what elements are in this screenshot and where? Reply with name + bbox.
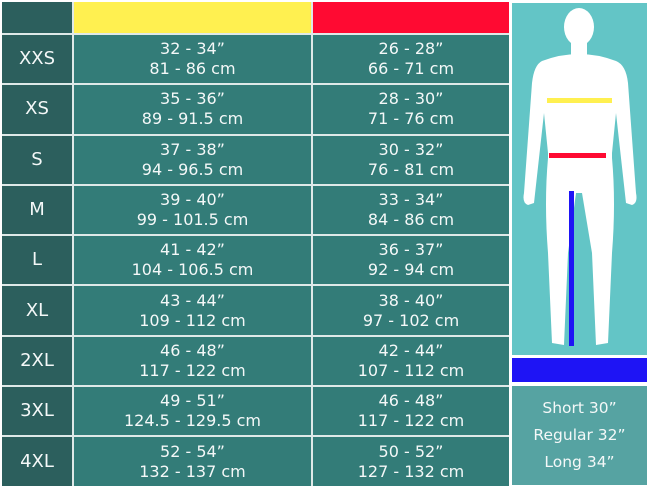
chest-in: 41 - 42” [160,240,225,260]
body-figure [512,3,647,355]
chest-cm: 132 - 137 cm [139,461,246,481]
waist-cell: 28 - 30” 71 - 76 cm [313,85,509,134]
size-label: M [2,185,72,235]
waist-cm: 92 - 94 cm [367,260,455,280]
header-corner [2,2,72,33]
waist-cm: 84 - 86 cm [367,210,455,230]
waist-in: 42 - 44” [378,340,444,360]
waist-in: 38 - 40” [378,290,444,310]
waist-cell: 26 - 28” 66 - 71 cm [313,35,509,84]
size-table: XXS 32 - 34” 81 - 86 cm 26 - 28” 66 - 71 cm X… [2,2,509,486]
waist-in: 33 - 34” [378,190,444,210]
chest-line [547,98,612,103]
chest-cm: 124.5 - 129.5 cm [123,411,262,431]
waist-cm: 76 - 81 cm [367,159,455,179]
waist-cm: 71 - 76 cm [367,109,455,129]
size-label: XS [2,85,72,134]
waist-cell: 36 - 37” 92 - 94 cm [313,236,509,285]
chest-in: 32 - 34” [160,39,225,59]
waist-cell: 42 - 44” 107 - 112 cm [313,336,509,386]
waist-in: 26 - 28” [378,39,444,59]
chest-cm: 94 - 96.5 cm [141,159,244,179]
waist-cell: 33 - 34” 84 - 86 cm [313,185,509,235]
human-silhouette-icon [523,8,637,346]
waist-in: 50 - 52” [378,441,444,461]
waist-color-header [313,2,509,33]
inseam-long: Long 34” [544,453,615,471]
inseam-lengths: Short 30” Regular 32” Long 34” [512,386,647,485]
chest-cm: 81 - 86 cm [149,59,236,79]
size-label: S [2,135,72,184]
chest-cell: 49 - 51” 124.5 - 129.5 cm [74,387,311,436]
waist-cm: 127 - 132 cm [357,461,465,481]
chest-cell: 32 - 34” 81 - 86 cm [74,35,311,84]
chest-in: 43 - 44” [160,290,225,310]
chest-cm: 117 - 122 cm [139,360,246,380]
size-label: XL [2,286,72,335]
size-label: 2XL [2,336,72,386]
chest-cell: 46 - 48” 117 - 122 cm [74,336,311,386]
waist-in: 46 - 48” [378,391,444,411]
waist-cell: 30 - 32” 76 - 81 cm [313,135,509,184]
size-label: 4XL [2,437,72,486]
inseam-color-bar [512,358,647,382]
chest-cm: 89 - 91.5 cm [141,109,244,129]
inseam-line [569,191,574,346]
chest-in: 49 - 51” [160,391,225,411]
chest-cell: 37 - 38” 94 - 96.5 cm [74,135,311,184]
chest-cell: 43 - 44” 109 - 112 cm [74,286,311,335]
waist-cell: 46 - 48” 117 - 122 cm [313,387,509,436]
chest-cm: 109 - 112 cm [139,310,246,330]
chest-in: 52 - 54” [160,441,225,461]
chest-cell: 41 - 42” 104 - 106.5 cm [74,236,311,285]
chest-in: 46 - 48” [160,340,225,360]
waist-cm: 117 - 122 cm [357,411,465,431]
waist-cell: 50 - 52” 127 - 132 cm [313,437,509,486]
chest-in: 37 - 38” [160,139,225,159]
waist-in: 36 - 37” [378,240,444,260]
size-label: XXS [2,35,72,84]
waist-in: 30 - 32” [378,139,444,159]
inseam-regular: Regular 32” [533,426,626,444]
chest-cell: 52 - 54” 132 - 137 cm [74,437,311,486]
chest-cm: 104 - 106.5 cm [131,260,254,280]
chest-cell: 35 - 36” 89 - 91.5 cm [74,85,311,134]
chest-color-header [74,2,311,33]
size-label: L [2,236,72,285]
waist-cm: 97 - 102 cm [362,310,460,330]
inseam-short: Short 30” [542,399,617,417]
waist-cell: 38 - 40” 97 - 102 cm [313,286,509,335]
waist-cm: 107 - 112 cm [357,360,465,380]
waist-in: 28 - 30” [378,89,444,109]
size-label: 3XL [2,387,72,436]
chest-cm: 99 - 101.5 cm [136,210,249,230]
chest-in: 39 - 40” [160,190,225,210]
chest-cell: 39 - 40” 99 - 101.5 cm [74,185,311,235]
chest-in: 35 - 36” [160,89,225,109]
waist-line [549,153,606,158]
waist-cm: 66 - 71 cm [367,59,455,79]
